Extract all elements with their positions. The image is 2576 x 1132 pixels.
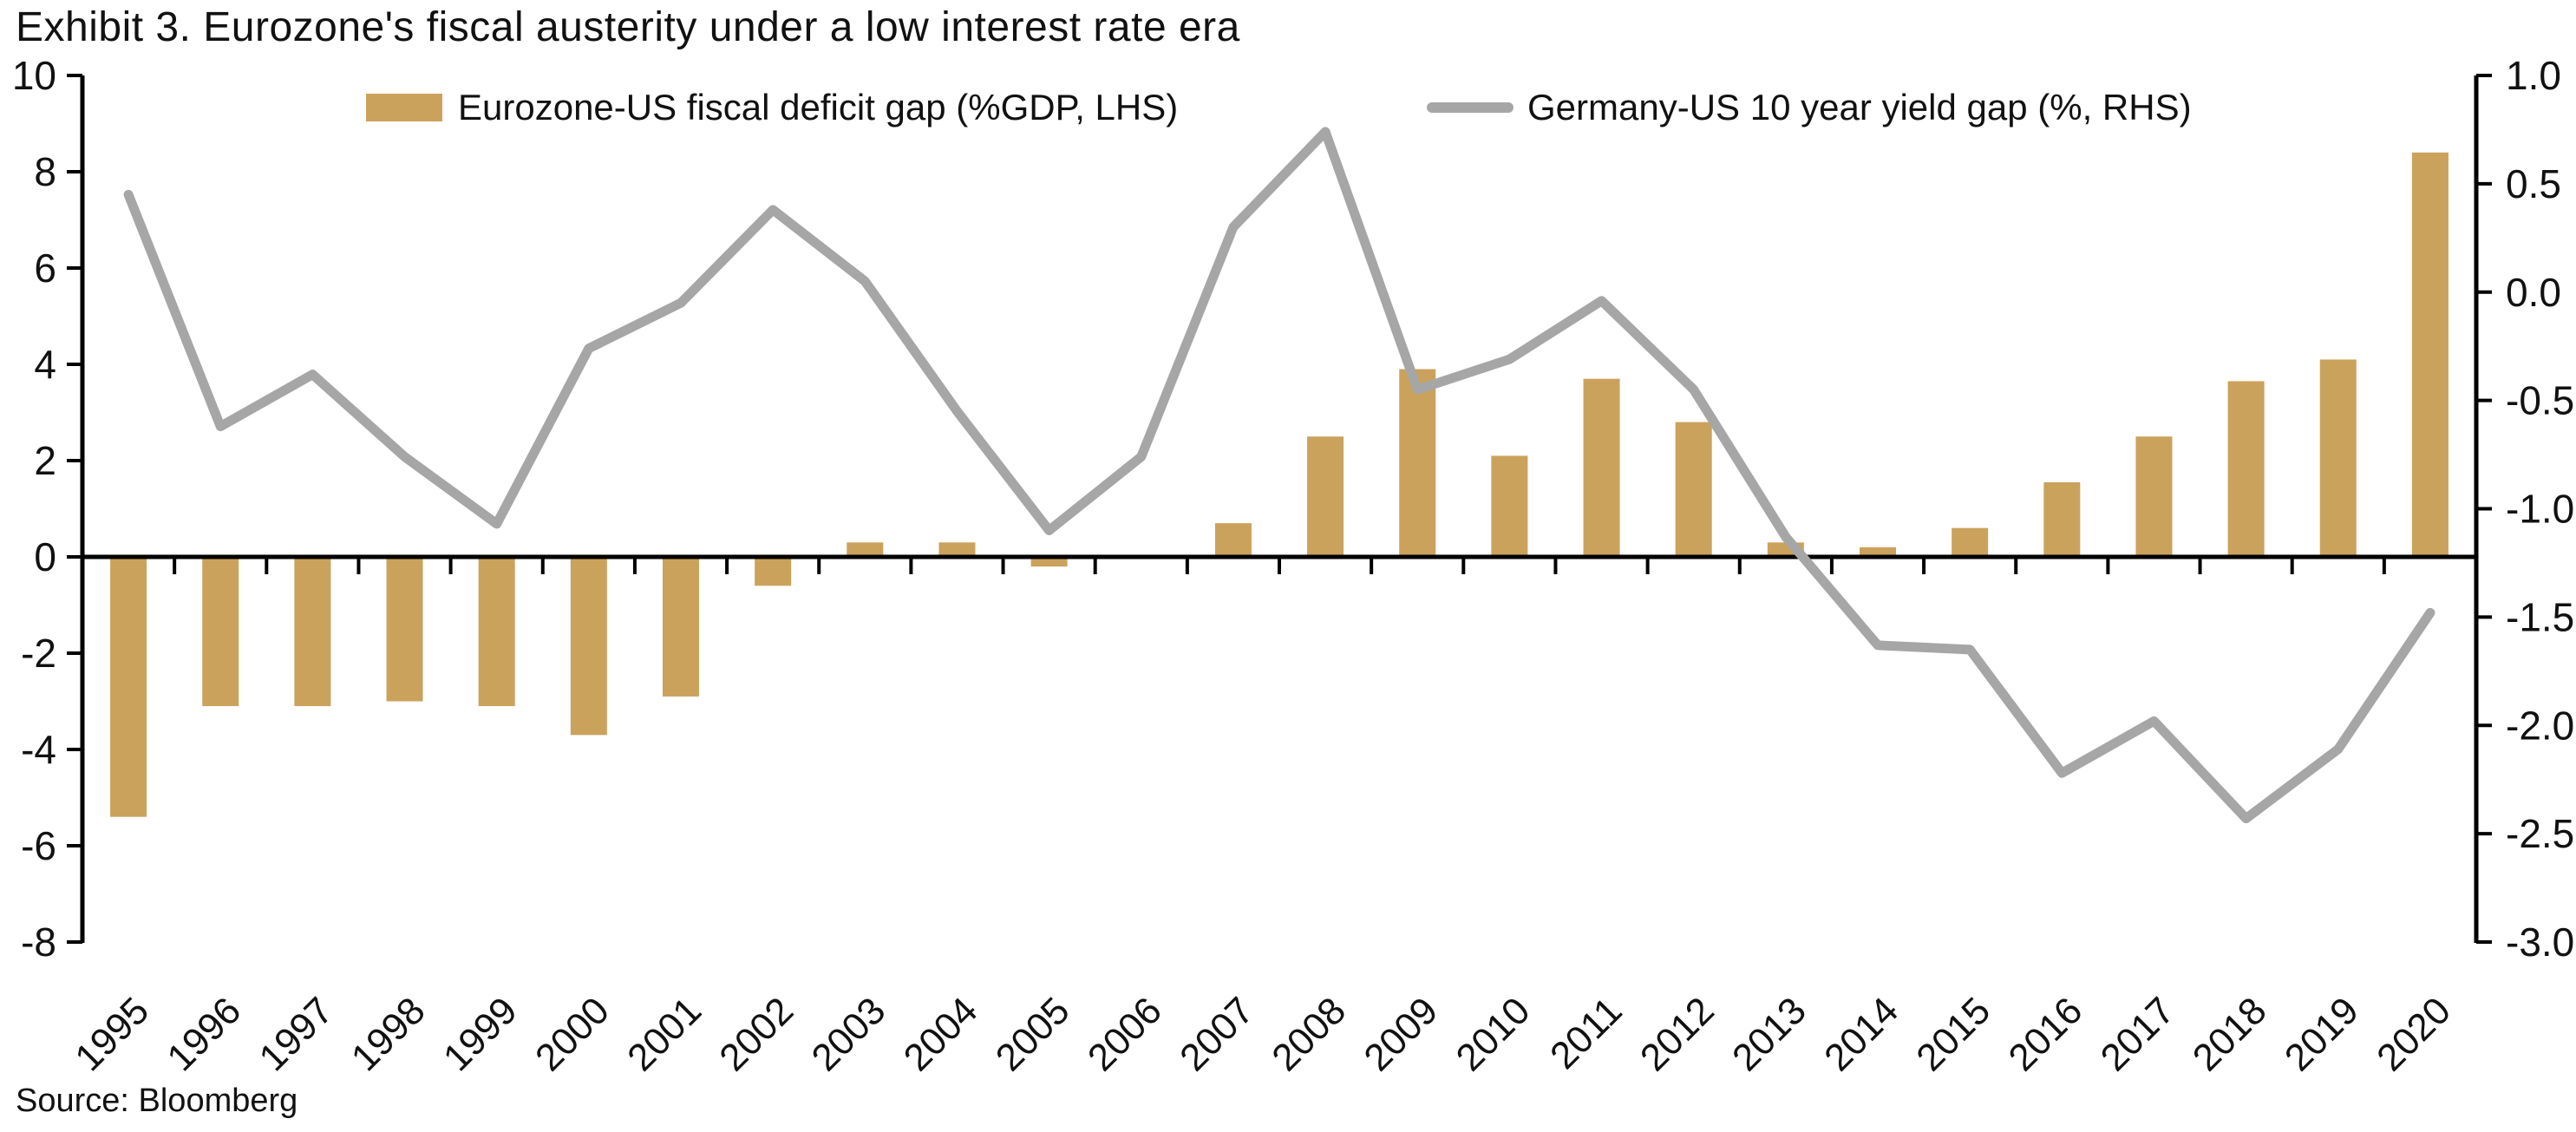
x-axis-label-2020: 2020 [2369,989,2459,1076]
bar-2016[interactable] [2043,481,2081,557]
left-axis-tick-label: -4 [21,727,56,772]
bar-2002[interactable] [755,557,792,586]
x-axis-label-2011: 2011 [1542,989,1631,1076]
x-axis-label-2019: 2019 [2277,989,2367,1076]
x-axis-label-2016: 2016 [2001,989,2091,1076]
left-axis-tick-label: 6 [34,245,56,291]
right-axis-tick-label: -2.5 [2506,811,2574,856]
bar-1995[interactable] [110,557,147,817]
x-axis-label-2003: 2003 [804,989,894,1076]
x-axis-label-2018: 2018 [2185,989,2275,1076]
bar-2015[interactable] [1952,527,1989,557]
line-series-label: Germany-US 10 year yield gap (%, RHS) [1527,87,2192,128]
right-axis-tick-label: 0.0 [2506,270,2561,315]
x-axis-label-2002: 2002 [711,989,801,1076]
left-axis-tick-label: 4 [34,342,56,387]
right-axis-tick-label: -0.5 [2506,378,2574,423]
x-axis-label-1997: 1997 [252,989,342,1076]
x-axis-label-1998: 1998 [343,989,434,1076]
x-axis-label-2010: 2010 [1448,989,1539,1076]
x-axis-label-2015: 2015 [1908,989,1998,1076]
x-axis-label-2009: 2009 [1356,989,1446,1076]
right-axis-tick-label: 0.5 [2506,161,2561,206]
x-axis-label-1999: 1999 [435,989,526,1076]
bar-1998[interactable] [386,557,423,702]
left-axis-tick-label: -2 [21,631,56,676]
left-axis-tick-label: -6 [21,823,56,868]
x-axis-label-1996: 1996 [159,989,249,1076]
bar-2005[interactable] [1030,557,1068,567]
right-axis-tick-label: -1.5 [2506,594,2574,639]
right-axis-tick-label: -1.0 [2506,487,2574,532]
x-axis-label-2006: 2006 [1080,989,1170,1076]
x-axis-label-2001: 2001 [619,989,709,1076]
right-axis-tick-label: 1.0 [2506,53,2561,98]
bar-series-label: Eurozone-US fiscal deficit gap (%GDP, LH… [458,87,1179,128]
left-axis-tick-label: 0 [34,534,56,579]
bar-2007[interactable] [1214,523,1252,557]
source-note: Source: Bloomberg [16,1083,298,1119]
left-axis-tick-label: -8 [21,919,56,965]
right-axis-tick-label: -3.0 [2506,919,2574,965]
left-axis-tick-label: 8 [34,149,56,194]
x-axis-label-2007: 2007 [1172,989,1262,1076]
bar-2017[interactable] [2135,436,2173,557]
bar-2000[interactable] [570,557,607,736]
bar-series-swatch [366,94,442,121]
bar-2012[interactable] [1675,422,1712,557]
x-axis-label-2013: 2013 [1724,989,1814,1076]
legend-item-yield-gap: Germany-US 10 year yield gap (%, RHS) [1427,87,2192,128]
left-axis-tick-label: 10 [12,53,56,98]
bar-2010[interactable] [1491,455,1528,557]
bar-1999[interactable] [478,557,515,707]
bar-2020[interactable] [2411,152,2449,558]
x-axis-label-2004: 2004 [896,989,986,1076]
bar-2014[interactable] [1860,546,1896,557]
legend-item-fiscal-gap: Eurozone-US fiscal deficit gap (%GDP, LH… [366,87,1178,128]
bar-2004[interactable] [938,542,976,557]
x-axis-label-1995: 1995 [67,989,157,1076]
page-title: Exhibit 3. Eurozone's fiscal austerity u… [16,4,1240,50]
x-axis-label-2012: 2012 [1632,989,1723,1076]
x-axis-label-2005: 2005 [988,989,1078,1076]
x-axis-label-2014: 2014 [1816,989,1906,1076]
bar-2001[interactable] [663,557,699,697]
bar-1996[interactable] [202,557,239,707]
x-axis-label-2017: 2017 [2093,989,2183,1076]
chart-canvas: 10 8 6 4 2 0 -2 -4 -6 -8 1.0 0.5 0.0 -0.5 -1.0 -1.5 -2.0… [12,53,2574,1076]
left-axis-tick-label: 2 [34,438,56,483]
bar-2019[interactable] [2319,359,2357,557]
bar-2009[interactable] [1399,369,1436,557]
x-axis-label-2000: 2000 [527,989,618,1076]
bar-2011[interactable] [1583,378,1620,557]
line-series-swatch [1427,102,1514,113]
x-axis-label-2008: 2008 [1264,989,1354,1076]
bar-2003[interactable] [847,542,884,557]
bar-2008[interactable] [1307,436,1344,557]
bar-2018[interactable] [2227,381,2265,557]
yield-gap-line [123,127,2435,824]
bar-1997[interactable] [294,557,331,707]
right-axis-tick-label: -2.0 [2506,703,2574,748]
